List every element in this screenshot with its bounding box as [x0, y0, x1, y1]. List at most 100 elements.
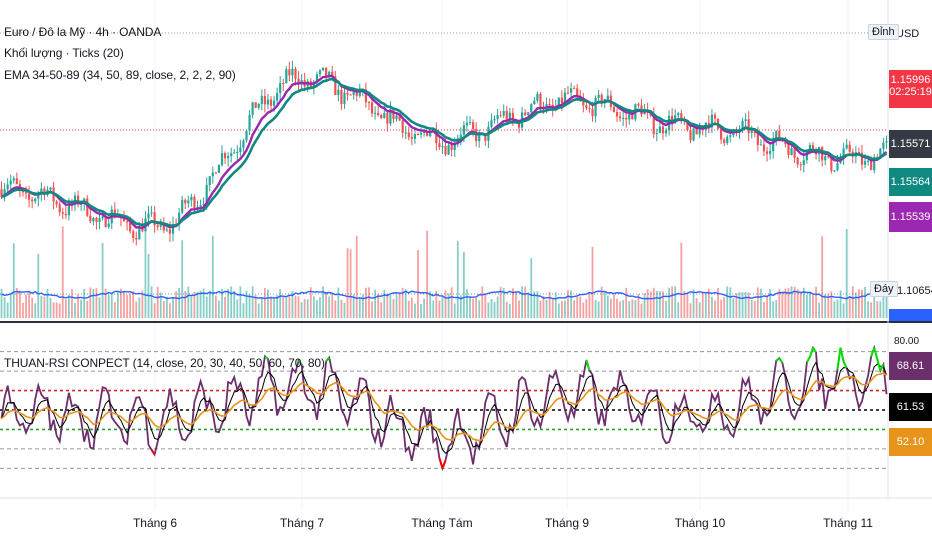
candle-body — [576, 88, 579, 96]
volume-bar — [775, 300, 778, 318]
candle-body — [239, 147, 242, 152]
volume-bar — [199, 290, 202, 318]
volume-bar — [423, 298, 425, 318]
candle-body — [76, 195, 80, 205]
volume-bar — [294, 295, 297, 318]
volume-bar — [95, 288, 98, 318]
volume-bar — [129, 293, 132, 318]
volume-bar — [870, 302, 873, 318]
candle-body — [276, 92, 279, 101]
candle-body — [429, 132, 432, 136]
candle-body — [747, 119, 750, 134]
candle-body — [358, 90, 361, 96]
volume-bar — [175, 291, 177, 318]
candle-body — [845, 144, 848, 149]
ema-lines — [0, 74, 888, 230]
candle-body — [122, 218, 126, 222]
volume-bar — [441, 296, 444, 318]
volume-bar — [766, 295, 768, 318]
volume-bar — [309, 287, 312, 318]
volume-bar — [257, 303, 260, 318]
candle-body — [827, 156, 830, 158]
candle-body — [671, 115, 674, 123]
candle-body — [471, 122, 475, 130]
candle-body — [187, 200, 190, 204]
volume-bar — [156, 286, 159, 318]
volume-bar — [98, 297, 101, 318]
candle-body — [3, 189, 6, 197]
candle-body — [214, 172, 217, 174]
candle-body — [441, 146, 444, 148]
volume-bar — [77, 294, 79, 318]
currency-label[interactable]: USD — [896, 28, 920, 40]
volume-bar — [845, 229, 848, 318]
candle-body — [729, 135, 732, 137]
candle-body — [269, 99, 273, 106]
volume-bar — [208, 290, 211, 318]
volume-bar — [187, 286, 190, 318]
candle-body — [27, 193, 31, 200]
volume-bar — [74, 303, 76, 318]
candle-body — [661, 126, 665, 134]
volume-bar — [698, 302, 701, 318]
volume-bar — [662, 291, 664, 318]
volume-bar — [704, 293, 707, 318]
candle-body — [55, 201, 58, 205]
rsi-overbought-segment — [585, 359, 591, 371]
volume-bar — [588, 293, 591, 318]
volume-bar — [683, 291, 686, 318]
volume-bar — [671, 286, 674, 318]
candle-body — [58, 204, 61, 213]
candle-body — [370, 102, 374, 114]
volume-bar — [631, 299, 634, 318]
volume-bar — [312, 296, 315, 318]
candle-body — [713, 114, 717, 119]
candle-body — [401, 120, 404, 133]
candle-body — [594, 98, 597, 117]
volume-bar — [738, 292, 741, 318]
volume-bar — [181, 240, 184, 318]
candle-body — [223, 153, 227, 159]
volume-bar — [285, 295, 288, 318]
volume-bar — [527, 292, 530, 318]
volume-bar — [741, 292, 744, 318]
volume-bar — [487, 302, 490, 318]
candle-body — [769, 151, 772, 154]
volume-bar — [873, 293, 876, 318]
volume-bar — [802, 287, 805, 318]
volume-bar — [28, 292, 30, 318]
ema-fast-line — [0, 74, 888, 230]
ema-legend[interactable]: EMA 34-50-89 (34, 50, 89, close, 2, 2, 2… — [4, 68, 236, 82]
volume-bar — [432, 300, 435, 318]
volume-bar — [205, 296, 208, 318]
candle-body — [162, 223, 165, 231]
volume-bar — [778, 289, 781, 318]
candle-body — [882, 142, 885, 149]
volume-bar — [729, 287, 732, 318]
volume-legend[interactable]: Khối lượng · Ticks (20) — [4, 46, 124, 60]
rsi-legend[interactable]: THUAN-RSI CONPECT (14, close, 20, 30, 40… — [4, 356, 325, 370]
candle-body — [64, 213, 67, 216]
volume-bar — [450, 287, 453, 318]
volume-bar — [545, 299, 548, 318]
volume-bar — [530, 258, 533, 318]
volume-bar — [818, 302, 821, 318]
volume-bar — [86, 300, 89, 318]
candle-body — [107, 223, 110, 227]
candle-body — [796, 157, 799, 165]
candle-body — [680, 113, 683, 121]
candle-body — [677, 113, 680, 116]
symbol-legend[interactable]: Euro / Đô la Mỹ · 4h · OANDA — [4, 25, 162, 39]
volume-bar — [52, 302, 55, 318]
candle-body — [340, 89, 343, 104]
candle-body — [245, 130, 248, 141]
candle-body — [398, 115, 401, 121]
candle-body — [490, 120, 493, 127]
rsi-oversold-segment — [441, 460, 447, 469]
volume-bar — [655, 290, 658, 318]
candle-body — [208, 176, 211, 185]
volume-bar — [858, 289, 860, 318]
volume-bar — [227, 288, 230, 318]
volume-bar — [276, 295, 279, 318]
